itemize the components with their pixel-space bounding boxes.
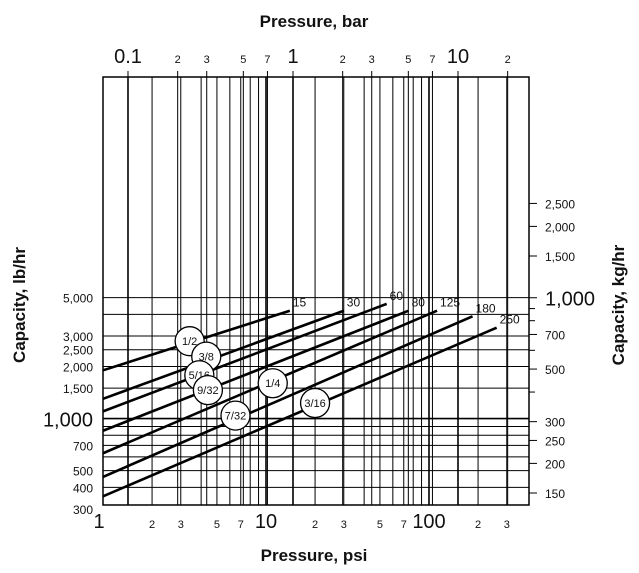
series-line-250 (102, 326, 498, 498)
series-label-80: 80 (412, 296, 426, 310)
x-top-tick-label: 5 (405, 54, 411, 66)
y-right-tick-label: 250 (545, 434, 565, 448)
x-top-tick-label: 2 (505, 54, 511, 66)
y-left-tick-label: 400 (73, 481, 93, 495)
series-label-250: 250 (500, 313, 520, 327)
series-label-125: 125 (440, 296, 460, 310)
x-top-tick-label: 2 (175, 54, 181, 66)
series-line-180 (102, 315, 474, 479)
series-label-15: 15 (293, 296, 307, 310)
y-left-tick-label: 2,000 (63, 360, 93, 374)
x-bottom-tick-label: 2 (475, 519, 481, 531)
callout-circle (299, 387, 331, 419)
x-top-tick-label: 1 (287, 46, 298, 68)
x-bottom-tick-label: 1 (93, 511, 104, 533)
x-top-tick-label: 0.1 (114, 46, 142, 68)
y-right-tick-label: 2,500 (545, 197, 575, 211)
y-right-tick-label: 1,000 (545, 289, 595, 311)
x-bottom-tick-label: 10 (255, 511, 277, 533)
callouts: 1/23/85/169/321/47/323/16 (174, 326, 331, 431)
callout-label: 3/16 (304, 398, 325, 410)
y-right-tick-label: 300 (545, 416, 565, 430)
series-line-30 (102, 309, 345, 401)
y-left-tick-label: 500 (73, 465, 93, 479)
callout-label: 1/2 (182, 336, 197, 348)
x-bottom-tick-label: 2 (312, 519, 318, 531)
plot-frame (102, 76, 530, 506)
bottom-axis-title: Pressure, psi (261, 546, 368, 565)
x-top-tick-label: 10 (447, 46, 469, 68)
x-top-tick-label: 7 (429, 54, 435, 66)
x-top-tick-label: 3 (369, 54, 375, 66)
y-right-tick-label: 150 (545, 487, 565, 501)
x-bottom-tick-label: 7 (401, 519, 407, 531)
x-bottom-tick-label: 3 (341, 519, 347, 531)
callout-circle (257, 368, 288, 399)
y-left-tick-label: 2,500 (63, 344, 93, 358)
y-left-tick-label: 1,000 (43, 410, 93, 432)
x-top-tick-label: 5 (240, 54, 246, 66)
series-line-60 (102, 302, 388, 413)
y-left-tick-label: 300 (73, 503, 93, 517)
y-right-tick-label: 2,000 (545, 220, 575, 234)
x-top-tick-label: 2 (340, 54, 346, 66)
series-lines: 15 30 60 80 125 180 250 (102, 289, 520, 498)
series-label-30: 30 (347, 296, 361, 310)
right-axis-title: Capacity, kg/hr (609, 244, 628, 365)
x-top-tick-label: 7 (264, 54, 270, 66)
series-label-180: 180 (476, 301, 496, 315)
x-bottom-tick-label: 100 (412, 511, 445, 533)
callout-circle (192, 374, 224, 406)
callout-label: 1/4 (265, 378, 280, 390)
tick-labels: 1 2 3 5 7 10 2 3 5 7 100 2 3 0.1 2 3 5 7 1 2 3 5 7 10 2 300 400 500… (43, 46, 595, 533)
x-bottom-tick-label: 3 (504, 519, 510, 531)
x-bottom-tick-label: 5 (377, 519, 383, 531)
series-line-80 (102, 309, 410, 432)
x-top-tick-label: 3 (204, 54, 210, 66)
x-bottom-tick-label: 2 (149, 519, 155, 531)
x-bottom-tick-label: 5 (214, 519, 220, 531)
y-right-tick-label: 200 (545, 457, 565, 471)
top-axis-title: Pressure, bar (260, 12, 369, 31)
left-axis-title: Capacity, lb/hr (10, 247, 29, 363)
y-left-tick-label: 5,000 (63, 292, 93, 306)
y-right-tick-label: 1,500 (545, 250, 575, 264)
x-bottom-tick-label: 7 (238, 519, 244, 531)
y-right-tick-label: 500 (545, 363, 565, 377)
series-label-60: 60 (390, 289, 404, 303)
grid (103, 71, 537, 505)
y-left-tick-label: 3,000 (63, 330, 93, 344)
callout-label: 7/32 (225, 411, 246, 423)
callout-label: 9/32 (197, 385, 218, 397)
y-right-tick-label: 700 (545, 328, 565, 342)
y-left-tick-label: 1,500 (63, 382, 93, 396)
y-left-tick-label: 700 (73, 439, 93, 453)
x-bottom-tick-label: 3 (178, 519, 184, 531)
callout-circle (220, 400, 251, 431)
